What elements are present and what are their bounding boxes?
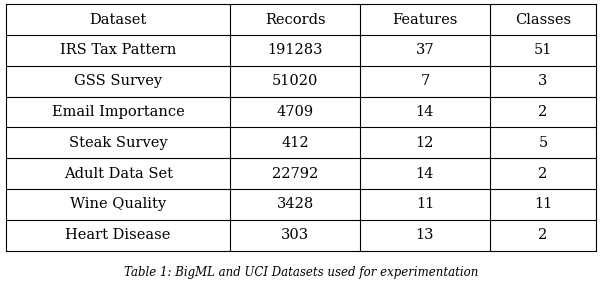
- Text: 412: 412: [281, 136, 309, 150]
- Text: Classes: Classes: [515, 13, 571, 27]
- Text: Email Importance: Email Importance: [52, 105, 184, 119]
- Text: 11: 11: [534, 197, 552, 211]
- Text: Wine Quality: Wine Quality: [70, 197, 166, 211]
- Text: 3428: 3428: [276, 197, 314, 211]
- Text: Dataset: Dataset: [90, 13, 147, 27]
- Text: 4709: 4709: [276, 105, 314, 119]
- Text: 191283: 191283: [267, 43, 323, 58]
- Text: 51: 51: [534, 43, 552, 58]
- Text: 7: 7: [420, 74, 429, 88]
- Text: 5: 5: [538, 136, 547, 150]
- Text: IRS Tax Pattern: IRS Tax Pattern: [60, 43, 176, 58]
- Text: Heart Disease: Heart Disease: [66, 228, 171, 242]
- Text: 303: 303: [281, 228, 309, 242]
- Text: 13: 13: [415, 228, 434, 242]
- Text: Features: Features: [393, 13, 458, 27]
- Text: 2: 2: [538, 228, 547, 242]
- Text: 14: 14: [416, 105, 434, 119]
- Text: 37: 37: [415, 43, 434, 58]
- Text: Records: Records: [265, 13, 326, 27]
- Text: Adult Data Set: Adult Data Set: [64, 167, 173, 181]
- Text: 11: 11: [416, 197, 434, 211]
- Text: 14: 14: [416, 167, 434, 181]
- Text: 12: 12: [416, 136, 434, 150]
- Text: Table 1: BigML and UCI Datasets used for experimentation: Table 1: BigML and UCI Datasets used for…: [124, 266, 478, 279]
- Text: GSS Survey: GSS Survey: [74, 74, 162, 88]
- Text: 22792: 22792: [272, 167, 318, 181]
- Text: 2: 2: [538, 105, 547, 119]
- Text: 51020: 51020: [272, 74, 318, 88]
- Text: Steak Survey: Steak Survey: [69, 136, 167, 150]
- Text: 3: 3: [538, 74, 548, 88]
- Text: 2: 2: [538, 167, 547, 181]
